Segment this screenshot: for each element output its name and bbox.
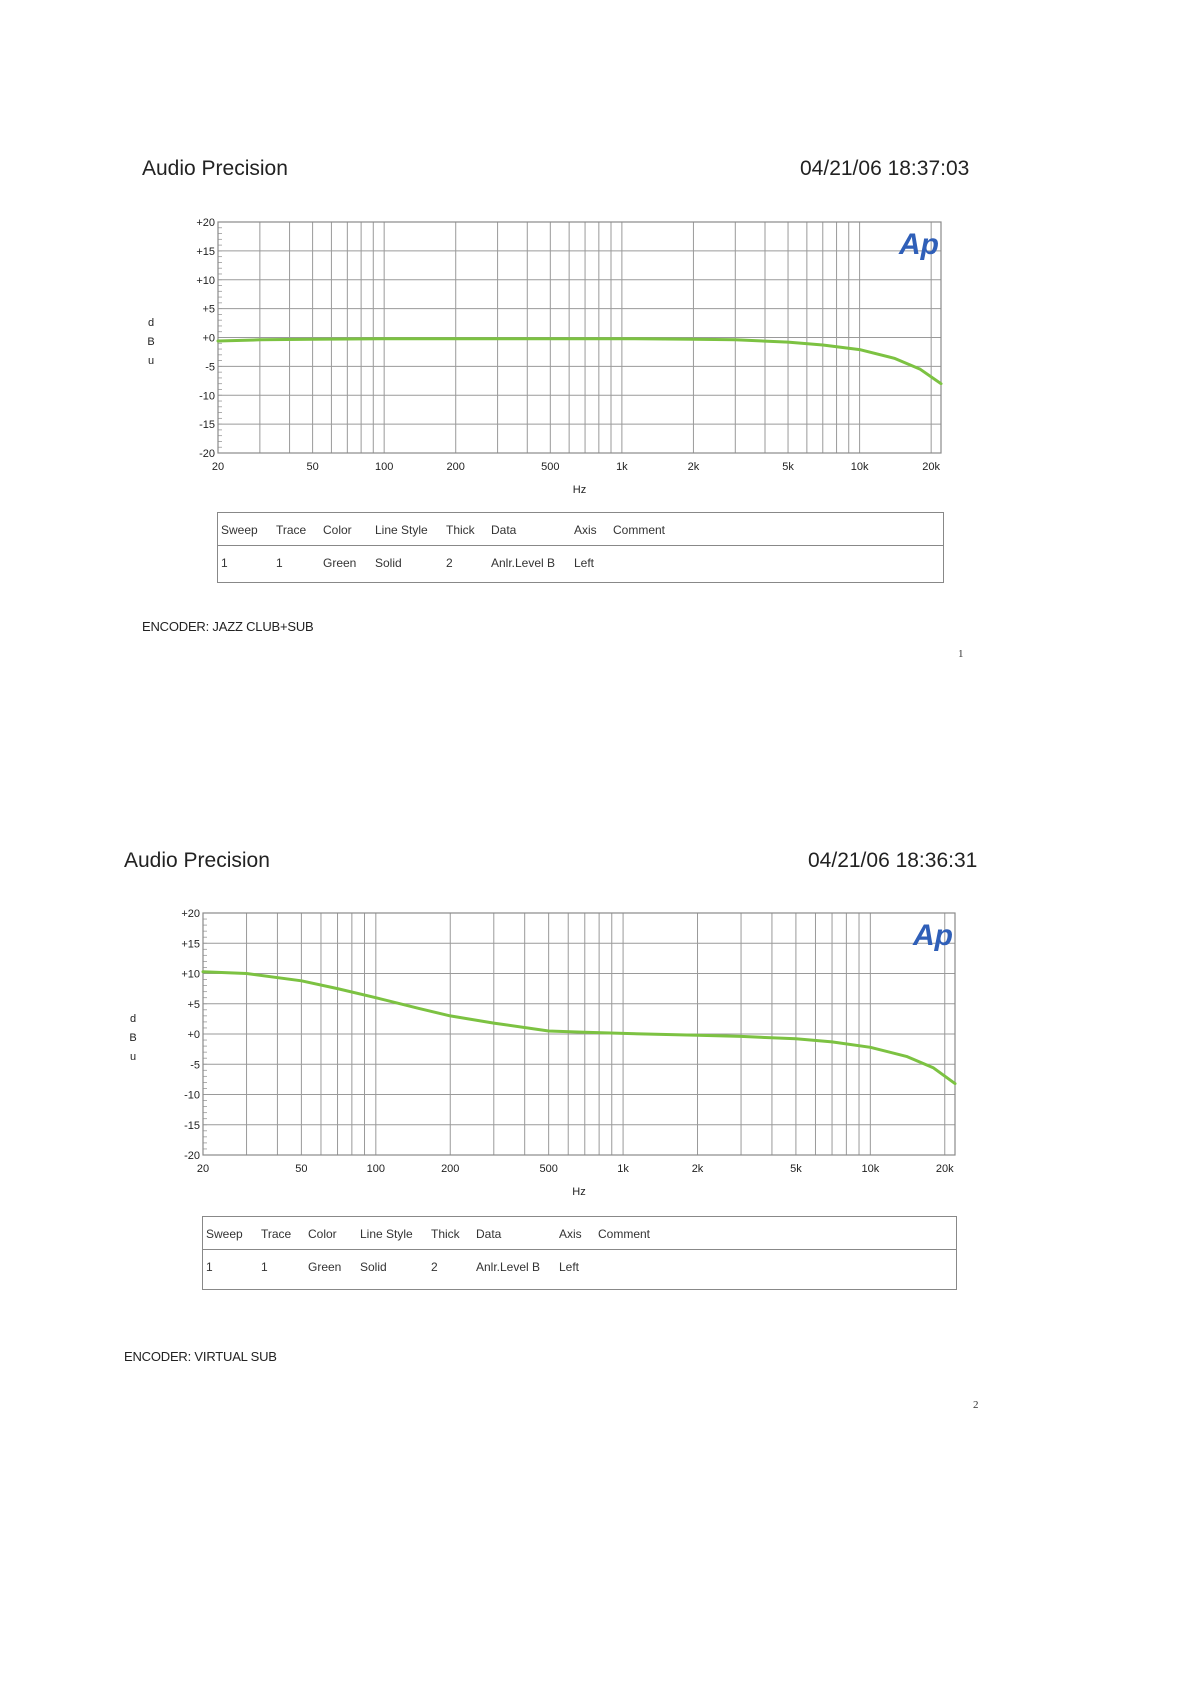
report-title: Audio Precision: [124, 849, 270, 872]
report-timestamp: 04/21/06 18:37:03: [800, 157, 970, 180]
x-tick-label: 200: [441, 1163, 459, 1175]
legend-header-cell: Sweep: [221, 523, 258, 537]
legend-header-cell: Trace: [276, 523, 307, 537]
y-tick-label: +0: [187, 1029, 200, 1041]
y-tick-label: -20: [199, 448, 215, 460]
y-tick-label: +5: [187, 999, 200, 1011]
legend-cell: Anlr.Level B: [491, 556, 556, 570]
legend-header-cell: Axis: [559, 1227, 582, 1241]
legend-header-cell: Axis: [574, 523, 597, 537]
response-curve: [201, 970, 957, 1086]
legend-header-cell: Line Style: [375, 523, 428, 537]
y-tick-label: +15: [196, 246, 215, 258]
trace-legend-table: Sweep Trace Color Line Style Thick Data Axis Co…: [217, 512, 944, 583]
encoder-note: ENCODER: VIRTUAL SUB: [124, 1349, 277, 1364]
legend-cell: Solid: [375, 556, 402, 570]
y-tick-label: -5: [205, 361, 215, 373]
legend-header-cell: Line Style: [360, 1227, 413, 1241]
y-axis-label: d B u: [127, 1010, 139, 1067]
page-number: 1: [958, 648, 964, 660]
legend-header-cell: Thick: [431, 1227, 460, 1241]
plot-frame: [202, 912, 956, 1156]
legend-cell: 2: [446, 556, 453, 570]
x-tick-label: 10k: [851, 461, 869, 473]
encoder-note: ENCODER: JAZZ CLUB+SUB: [142, 619, 314, 634]
legend-header-cell: Data: [491, 523, 517, 537]
legend-header-cell: Sweep: [206, 1227, 243, 1241]
x-tick-label: 10k: [861, 1163, 879, 1175]
legend-cell: Left: [574, 556, 595, 570]
x-tick-label: 1k: [617, 1163, 629, 1175]
report-title: Audio Precision: [142, 157, 288, 180]
legend-cell: 1: [221, 556, 228, 570]
y-tick-label: -5: [190, 1059, 200, 1071]
legend-cell: Solid: [360, 1260, 387, 1274]
y-tick-label: -15: [199, 419, 215, 431]
y-tick-label: -20: [184, 1150, 200, 1162]
x-tick-label: 20k: [922, 461, 940, 473]
y-tick-label: +10: [181, 969, 200, 981]
x-axis-label: Hz: [572, 1186, 585, 1198]
legend-cell: Anlr.Level B: [476, 1260, 541, 1274]
y-tick-label: +20: [181, 908, 200, 920]
x-tick-label: 2k: [688, 461, 700, 473]
y-tick-label: -10: [199, 390, 215, 402]
legend-row: 1 1 Green Solid 2 Anlr.Level B Left: [218, 546, 943, 578]
legend-cell: 1: [261, 1260, 268, 1274]
legend-header-cell: Color: [308, 1227, 337, 1241]
y-tick-label: +5: [202, 304, 215, 316]
x-axis-label: Hz: [573, 484, 586, 496]
y-tick-label: -10: [184, 1090, 200, 1102]
y-axis-label: d B u: [145, 314, 157, 371]
x-tick-label: 500: [539, 1163, 557, 1175]
legend-cell: 1: [206, 1260, 213, 1274]
y-tick-label: +0: [202, 333, 215, 345]
x-tick-label: 50: [295, 1163, 307, 1175]
x-tick-label: 1k: [616, 461, 628, 473]
x-tick-label: 2k: [692, 1163, 704, 1175]
x-tick-label: 20k: [936, 1163, 954, 1175]
legend-cell: 1: [276, 556, 283, 570]
y-tick-label: +20: [196, 217, 215, 229]
grid: [203, 912, 955, 1156]
legend-row: 1 1 Green Solid 2 Anlr.Level B Left: [203, 1250, 956, 1282]
x-tick-label: 500: [541, 461, 559, 473]
legend-cell: 2: [431, 1260, 438, 1274]
x-tick-label: 200: [447, 461, 465, 473]
legend-header-cell: Trace: [261, 1227, 292, 1241]
x-tick-label: 5k: [782, 461, 794, 473]
x-tick-label: 20: [197, 1163, 209, 1175]
x-tick-label: 50: [306, 461, 318, 473]
plot-frame: [217, 221, 942, 454]
legend-header-cell: Color: [323, 523, 352, 537]
y-axis-label-text: d B u: [147, 317, 155, 367]
x-tick-label: 100: [375, 461, 393, 473]
trace-legend-table: Sweep Trace Color Line Style Thick Data Axis Co…: [202, 1216, 957, 1290]
legend-header-cell: Thick: [446, 523, 475, 537]
legend-cell: Green: [323, 556, 357, 570]
page-number: 2: [973, 1399, 979, 1411]
x-tick-label: 5k: [790, 1163, 802, 1175]
legend-header-cell: Data: [476, 1227, 502, 1241]
legend-header-row: Sweep Trace Color Line Style Thick Data Axis Co…: [218, 513, 943, 546]
ap-logo: Ap: [898, 228, 939, 261]
y-tick-label: +15: [181, 938, 200, 950]
y-tick-label: +10: [196, 275, 215, 287]
y-axis-label-text: d B u: [129, 1013, 137, 1063]
legend-header-cell: Comment: [598, 1227, 651, 1241]
report-timestamp: 04/21/06 18:36:31: [808, 849, 978, 872]
legend-header-cell: Comment: [613, 523, 666, 537]
legend-header-row: Sweep Trace Color Line Style Thick Data Axis Co…: [203, 1217, 956, 1250]
x-tick-label: 20: [212, 461, 224, 473]
legend-cell: Green: [308, 1260, 342, 1274]
y-tick-label: -15: [184, 1120, 200, 1132]
x-tick-label: 100: [367, 1163, 385, 1175]
ap-logo: Ap: [912, 919, 953, 952]
legend-cell: Left: [559, 1260, 580, 1274]
